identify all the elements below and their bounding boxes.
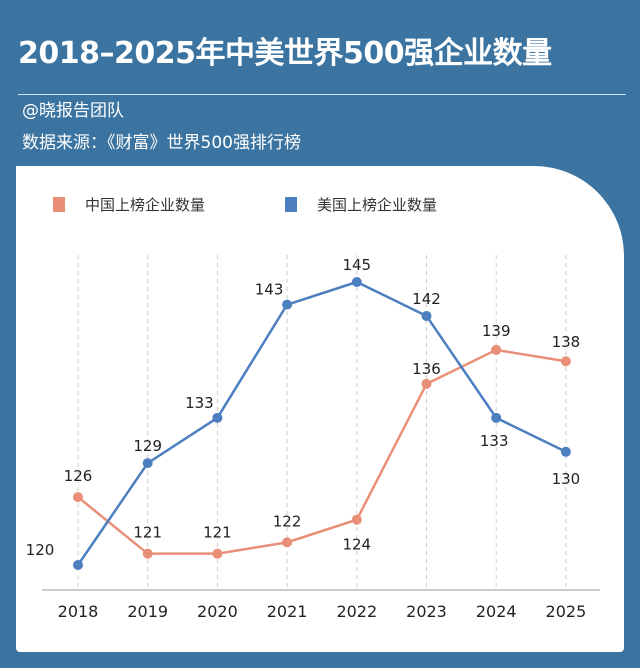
legend-label: 美国上榜企业数量 [317, 196, 437, 214]
data-point [560, 356, 571, 367]
data-label: 138 [552, 333, 581, 351]
data-point [351, 277, 362, 287]
data-point [421, 378, 432, 389]
data-label: 136 [412, 360, 441, 378]
data-source: 数据来源：《财富》世界500强排行榜 [22, 133, 301, 153]
chart-panel [16, 166, 624, 652]
series-line [77, 348, 567, 555]
data-label: 139 [482, 322, 511, 340]
data-label: 122 [273, 512, 302, 530]
x-tick-label: 2025 [546, 602, 587, 621]
title-divider [18, 94, 626, 95]
x-tick-label: 2018 [58, 602, 99, 621]
data-point [421, 310, 432, 321]
legend-swatch [285, 197, 297, 212]
legend-label: 中国上榜企业数量 [85, 196, 205, 214]
data-point [491, 344, 502, 355]
series-line [76, 280, 567, 566]
x-tick-label: 2022 [336, 602, 377, 621]
x-tick-label: 2024 [476, 602, 517, 621]
data-point [212, 548, 223, 559]
data-point [212, 412, 223, 423]
data-point [491, 412, 502, 423]
data-point [282, 537, 293, 548]
data-label: 143 [255, 281, 284, 299]
data-label: 129 [133, 437, 162, 455]
data-point [142, 458, 153, 469]
data-label: 145 [342, 256, 371, 274]
legend-swatch [53, 197, 65, 212]
data-label: 120 [26, 541, 55, 559]
data-point [282, 299, 293, 310]
data-label: 124 [342, 536, 371, 554]
data-point [142, 548, 153, 559]
x-tick-label: 2019 [127, 602, 168, 621]
page-title: 2018–2025年中美世界500强企业数量 [18, 36, 552, 71]
data-label: 130 [552, 470, 581, 488]
data-label: 121 [133, 524, 162, 542]
data-point [560, 446, 571, 457]
author-credit: @晓报告团队 [22, 101, 124, 121]
data-point [73, 560, 83, 570]
data-point [73, 492, 83, 503]
x-tick-label: 2021 [267, 602, 308, 621]
x-tick-label: 2023 [406, 602, 447, 621]
data-label: 142 [412, 290, 441, 308]
data-label: 133 [480, 432, 509, 450]
data-point [351, 514, 362, 525]
data-label: 121 [203, 524, 232, 542]
data-label: 133 [185, 394, 214, 412]
data-label: 126 [64, 467, 93, 485]
x-tick-label: 2020 [197, 602, 238, 621]
